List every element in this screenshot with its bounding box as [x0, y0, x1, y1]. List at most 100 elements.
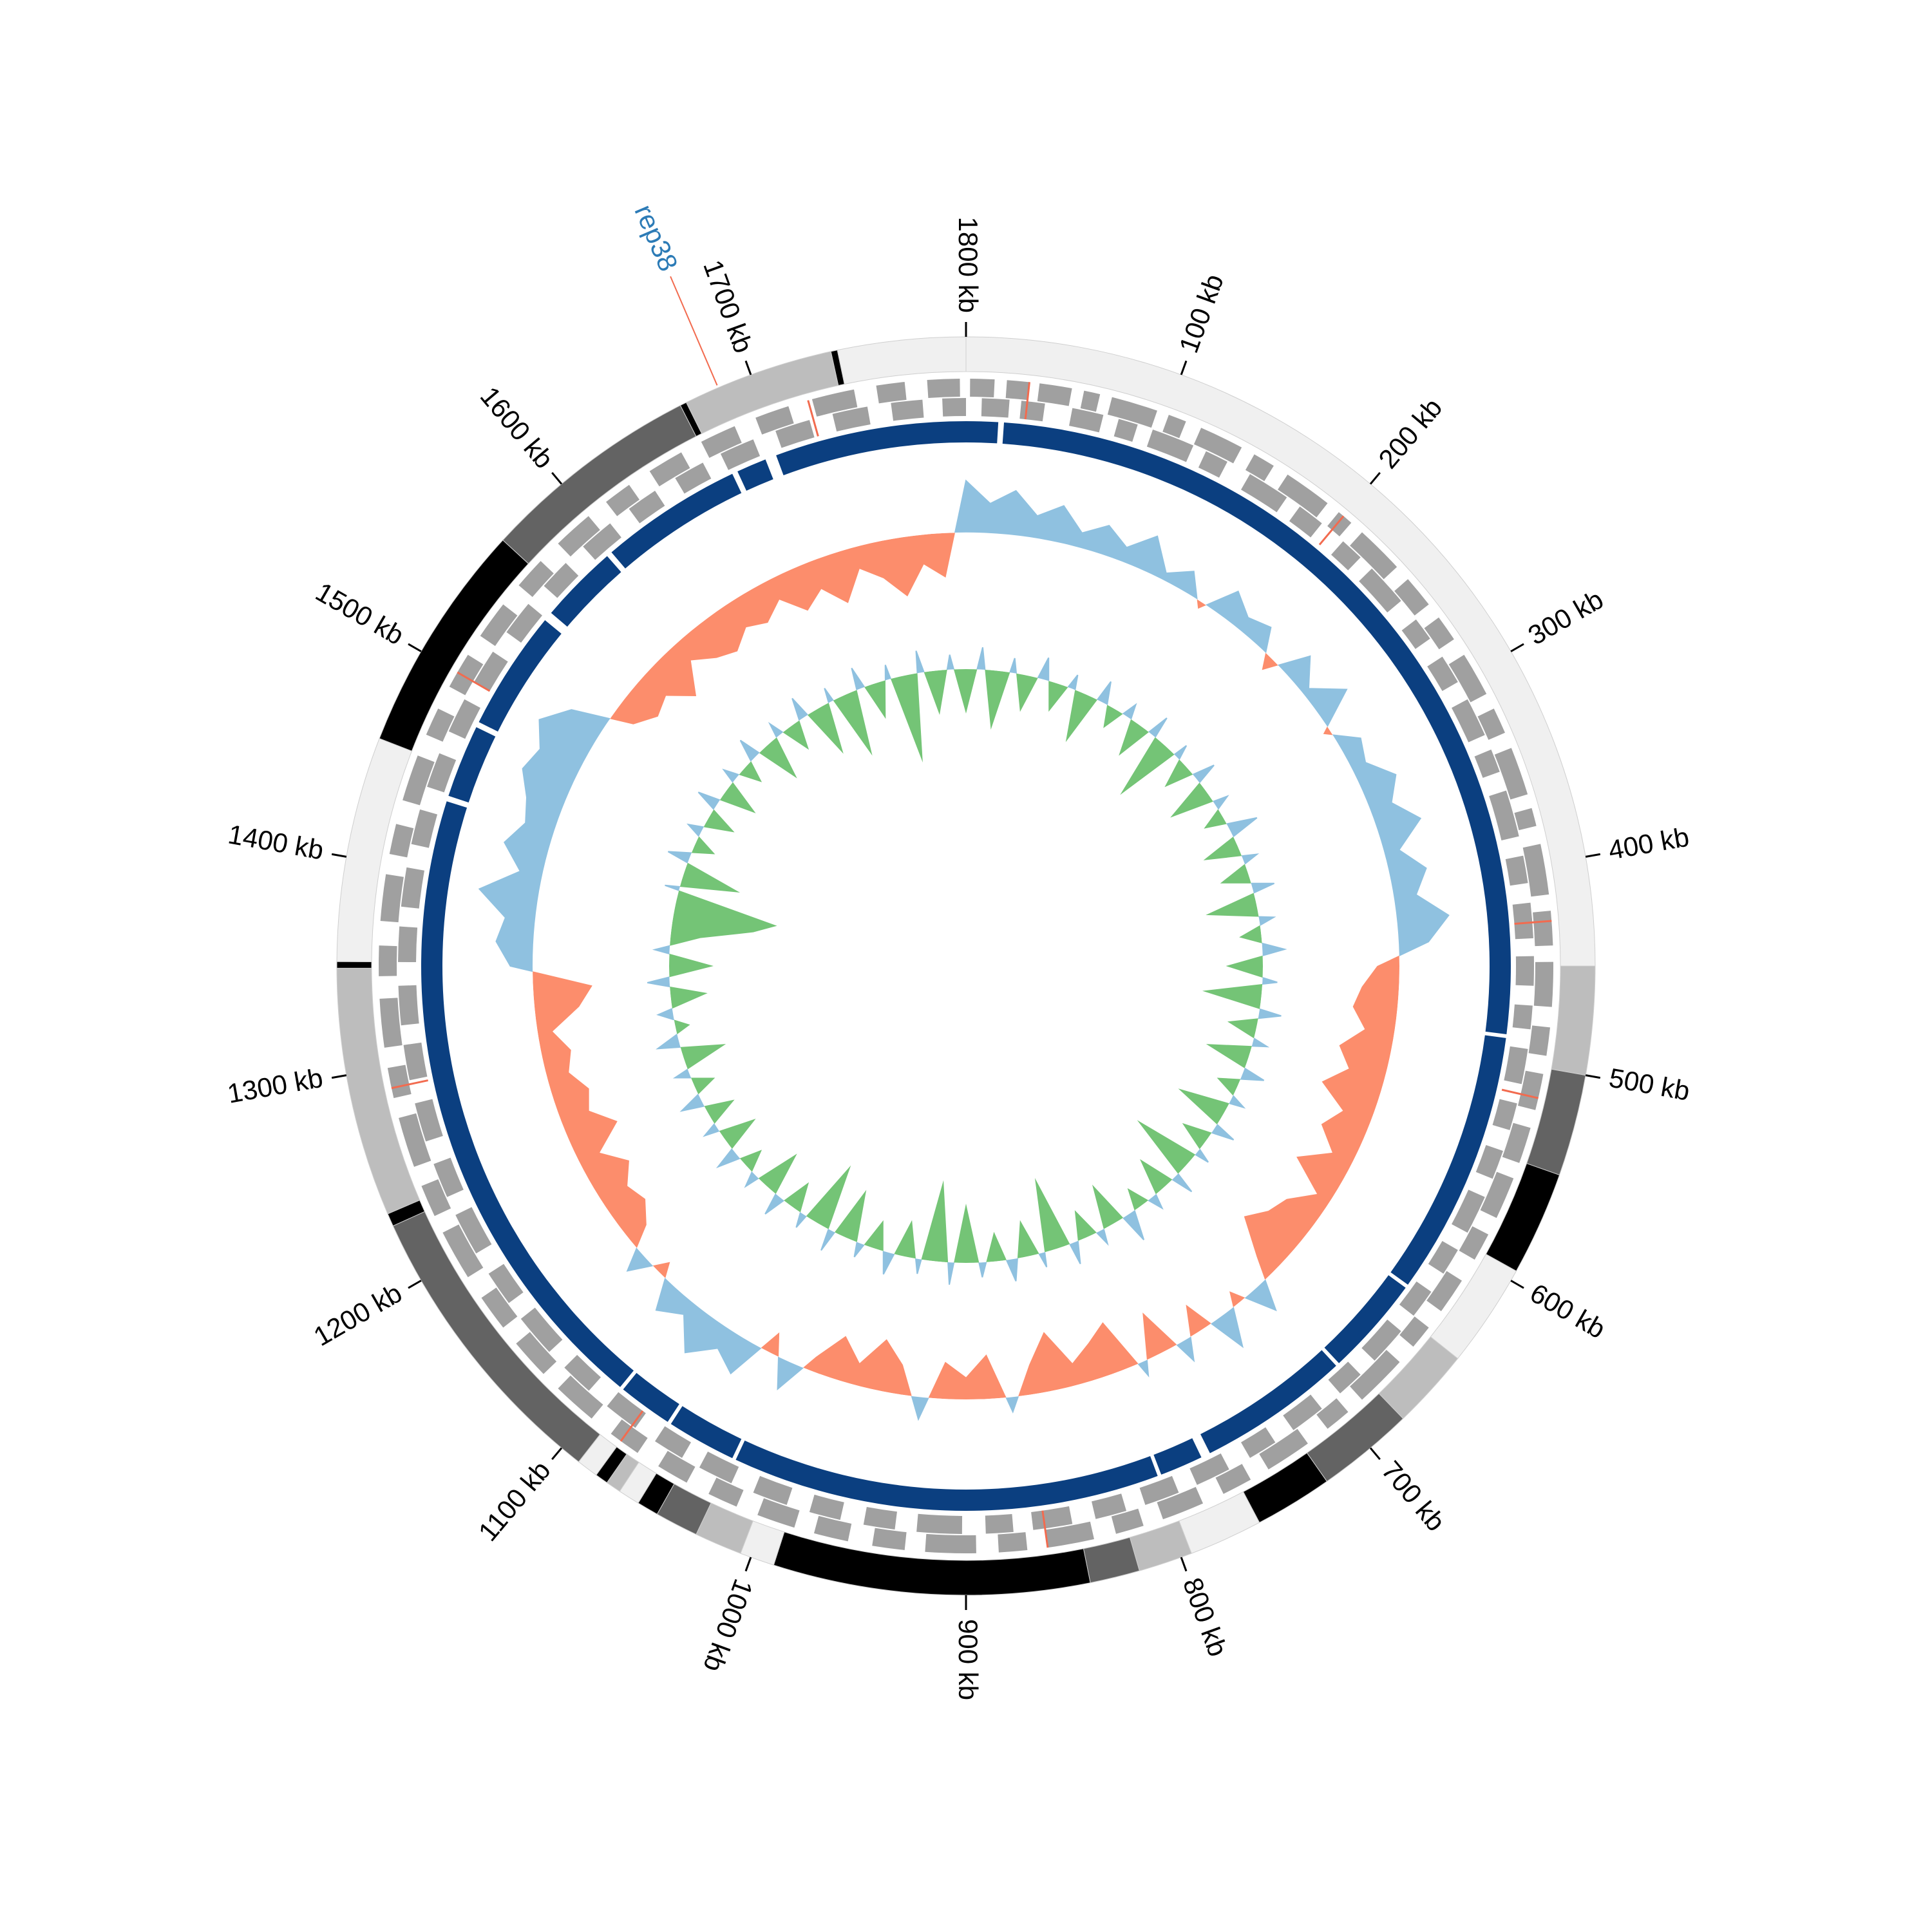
- tick-label: 1800 kb: [953, 217, 983, 313]
- gene: [1241, 474, 1287, 513]
- gene: [1241, 1427, 1276, 1458]
- gene: [876, 381, 907, 404]
- gene: [1528, 1025, 1551, 1056]
- gene: [1514, 808, 1537, 831]
- tick-label: 700 kb: [1376, 1455, 1451, 1537]
- gene: [985, 1514, 1014, 1534]
- gene: [1459, 1226, 1489, 1260]
- gene: [1080, 390, 1101, 412]
- gene: [488, 1264, 524, 1303]
- gene: [649, 452, 690, 487]
- rna: [1318, 515, 1345, 545]
- rna: [457, 671, 491, 692]
- gene: [398, 926, 418, 963]
- segment: [1390, 1035, 1506, 1285]
- gene: [1515, 956, 1534, 986]
- gene: [403, 1042, 428, 1081]
- segment: [1153, 1438, 1202, 1475]
- gene: [1316, 1398, 1349, 1429]
- gene: [813, 1515, 852, 1542]
- segment: [966, 421, 999, 444]
- tick-label: 500 kb: [1607, 1063, 1692, 1106]
- contig: [379, 539, 529, 752]
- segment: [1324, 1275, 1406, 1363]
- gene: [1474, 749, 1500, 778]
- contig: [1083, 1537, 1140, 1584]
- gene: [1215, 1464, 1251, 1494]
- gene: [1428, 1241, 1458, 1274]
- gene: [1452, 699, 1485, 743]
- gene: [1480, 1171, 1514, 1218]
- tick-mark: [1180, 360, 1188, 375]
- negative-area: [669, 669, 1263, 1263]
- gene: [1107, 397, 1157, 428]
- tick-mark: [408, 643, 422, 652]
- gene: [1394, 579, 1429, 616]
- gene: [1193, 428, 1242, 464]
- tick-label: 100 kb: [1173, 270, 1229, 357]
- gene: [658, 1450, 696, 1483]
- gene: [1157, 1486, 1204, 1520]
- gene: [1533, 961, 1553, 1007]
- contig: [336, 961, 372, 969]
- gene: [402, 755, 435, 806]
- gene: [474, 651, 508, 691]
- gene: [1502, 1122, 1531, 1163]
- gene: [927, 379, 960, 398]
- gene: [399, 1113, 431, 1167]
- gene: [611, 1419, 648, 1454]
- tick-label: 1700 kb: [697, 256, 759, 357]
- gene: [1512, 902, 1533, 940]
- tick-label: 1600 kb: [475, 381, 560, 474]
- gene: [655, 1426, 691, 1458]
- gene: [426, 708, 455, 742]
- segment: [737, 459, 773, 491]
- segment: [776, 421, 966, 475]
- segment: [551, 556, 621, 627]
- gene: [455, 1207, 492, 1254]
- gene: [480, 604, 518, 647]
- contig: [1242, 1452, 1328, 1523]
- gene: [606, 484, 639, 516]
- gene: [1113, 419, 1138, 442]
- tick-label: 1300 kb: [225, 1063, 325, 1109]
- gene: [1198, 451, 1227, 478]
- segment: [611, 473, 742, 569]
- gene: [872, 1528, 907, 1551]
- gene: [1494, 748, 1528, 800]
- gene: [398, 985, 419, 1026]
- gene: [379, 998, 402, 1048]
- gene: [699, 1452, 739, 1484]
- gene: [558, 516, 600, 557]
- gene: [1162, 415, 1186, 439]
- gene: [970, 379, 995, 398]
- gene: [708, 1477, 744, 1507]
- gene: [1492, 1099, 1517, 1130]
- gene: [925, 1533, 976, 1553]
- gene: [1427, 656, 1458, 691]
- gene: [380, 874, 404, 923]
- tick-label: 900 kb: [953, 1619, 983, 1700]
- gene: [675, 462, 712, 494]
- gene: [753, 1475, 793, 1505]
- tick-label: 200 kb: [1372, 392, 1448, 474]
- gene: [1259, 1428, 1308, 1470]
- gene: [520, 1307, 563, 1352]
- gene: [1327, 512, 1352, 536]
- gene: [1512, 1004, 1533, 1030]
- gene: [427, 753, 457, 793]
- gene: [629, 490, 665, 524]
- gene: [516, 1332, 557, 1374]
- tick-mark: [1180, 1557, 1188, 1572]
- tick-mark: [551, 1447, 563, 1461]
- gene: [544, 563, 579, 598]
- gene: [1350, 1350, 1400, 1400]
- contig: [837, 336, 967, 385]
- gene: [1189, 1453, 1229, 1485]
- tick-label: 300 kb: [1523, 584, 1609, 651]
- gene: [1139, 1475, 1179, 1505]
- gene: [1019, 401, 1045, 422]
- gene: [981, 398, 1010, 418]
- gene: [387, 1065, 412, 1099]
